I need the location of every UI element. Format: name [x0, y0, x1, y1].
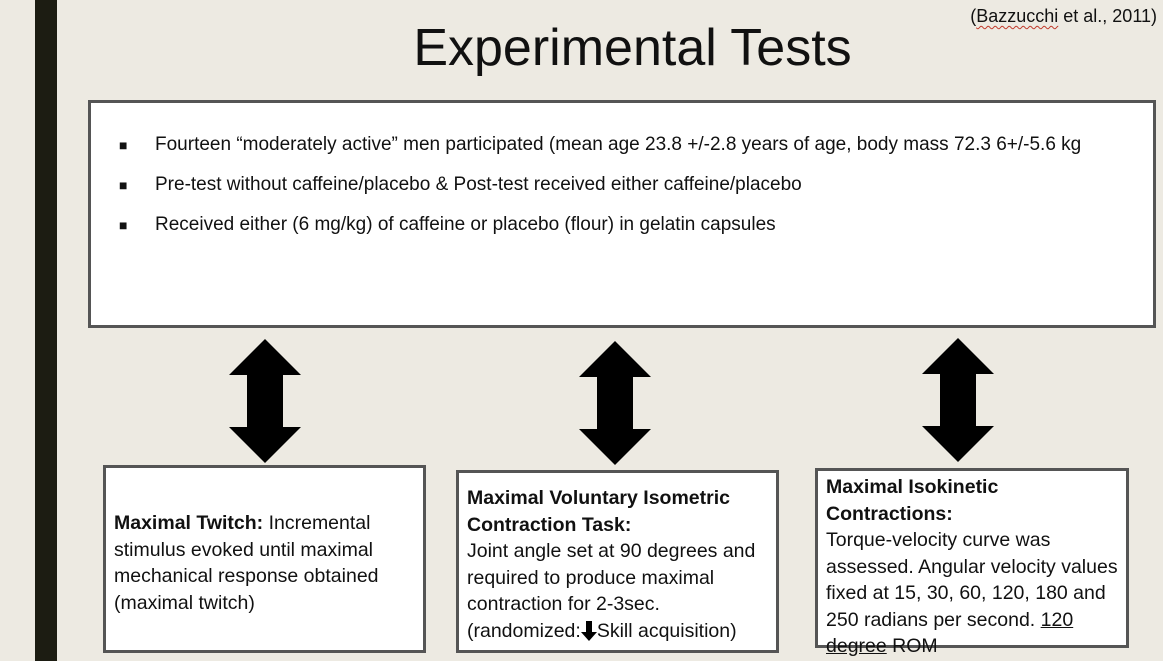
isokinetic-text: Torque-velocity curve was assessed. Angu…	[826, 529, 1118, 631]
isokinetic-contraction-box: Maximal Isokinetic Contractions: Torque-…	[815, 468, 1129, 657]
summary-item-text: Fourteen “moderately active” men partici…	[155, 134, 1082, 155]
bullet-icon: ■	[119, 137, 128, 153]
isometric-contraction-box: Maximal Voluntary Isometric Contraction …	[456, 470, 779, 653]
slide-title: Experimental Tests	[413, 19, 852, 77]
summary-item: ■ Pre-test without caffeine/placebo & Pos…	[119, 173, 1113, 197]
citation-author: Bazzucchi	[976, 6, 1059, 26]
isokinetic-heading: Maximal Isokinetic Contractions:	[826, 476, 999, 525]
citation-rest: et al., 2011)	[1058, 6, 1157, 26]
citation-open: (	[970, 6, 977, 26]
twitch-text: Incremental stimulus evoked until maxima…	[114, 512, 379, 614]
summary-list: ■ Fourteen “moderately active” men partic…	[91, 103, 1153, 237]
summary-item: ■ Received either (6 mg/kg) of caffeine o…	[119, 213, 1113, 237]
maximal-twitch-box: Maximal Twitch: Incremental stimulus evo…	[103, 465, 426, 653]
bullet-icon: ■	[119, 217, 128, 233]
left-accent-bar	[35, 0, 57, 661]
summary-item-text: Pre-test without caffeine/placebo & Post…	[155, 174, 802, 195]
twitch-heading: Maximal Twitch:	[114, 512, 264, 534]
down-arrow-icon	[580, 620, 597, 641]
citation: (Bazzucchi et al., 2011)	[970, 6, 1157, 27]
double-arrow-icon	[229, 339, 301, 463]
summary-item: ■ Fourteen “moderately active” men partic…	[119, 133, 1113, 157]
summary-item-text: Received either (6 mg/kg) of caffeine or…	[155, 214, 776, 235]
isometric-after-arrow: Skill acquisition)	[596, 619, 737, 642]
isometric-heading: Maximal Voluntary Isometric Contraction …	[467, 487, 730, 536]
bullet-icon: ■	[119, 177, 128, 193]
rom-link[interactable]: 120 degree	[826, 608, 1074, 658]
double-arrow-icon	[922, 338, 994, 462]
summary-box: ■ Fourteen “moderately active” men partic…	[88, 100, 1156, 328]
isokinetic-after-link: ROM	[886, 635, 938, 657]
isometric-text: Joint angle set at 90 degrees and requir…	[467, 540, 756, 642]
double-arrow-icon	[579, 341, 651, 465]
